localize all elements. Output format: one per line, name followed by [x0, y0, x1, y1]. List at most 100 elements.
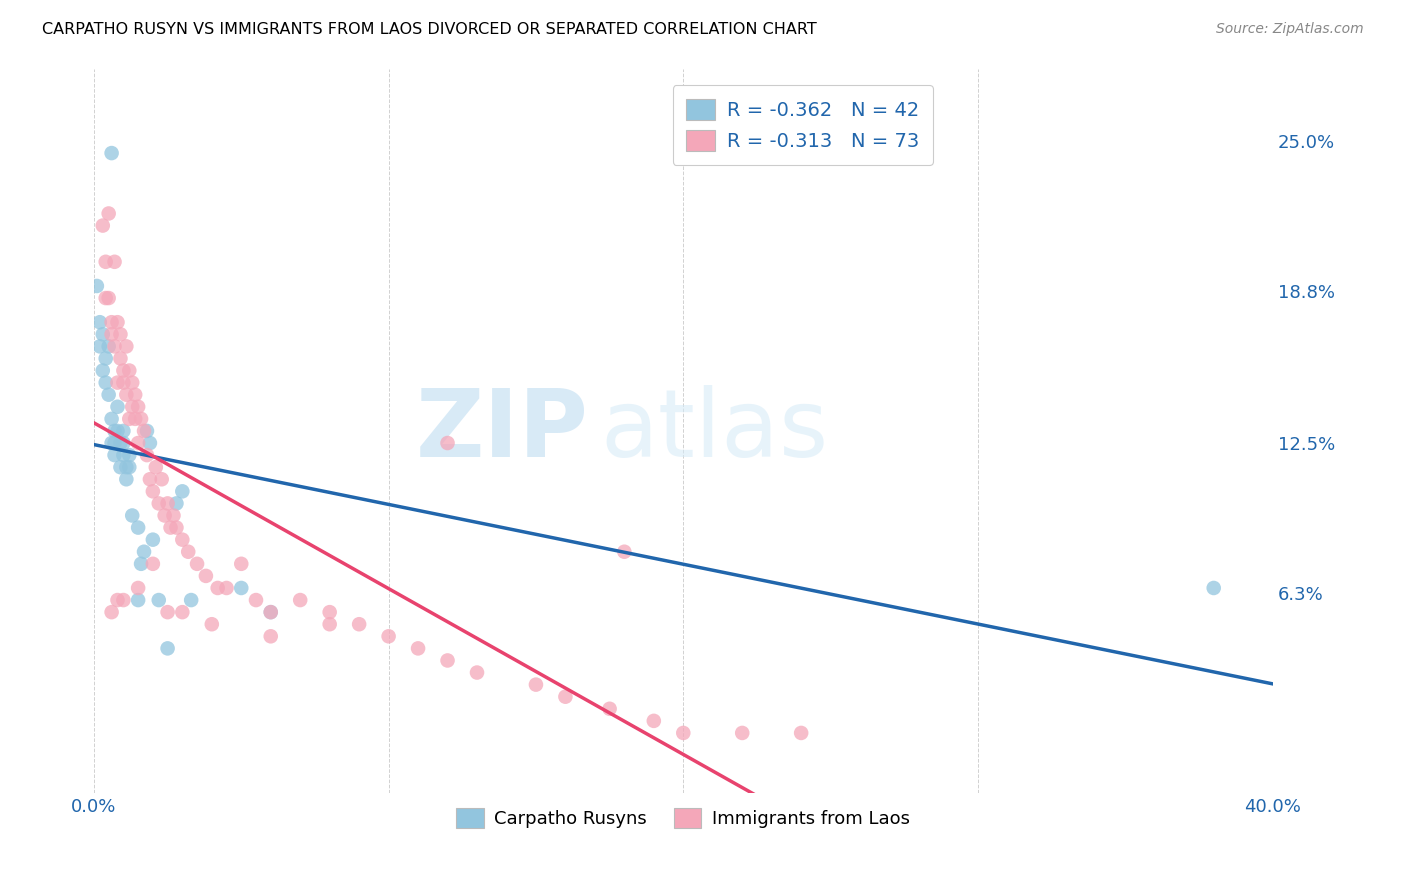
Point	[139, 472, 162, 486]
Point	[165, 496, 187, 510]
Point	[115, 472, 138, 486]
Point	[112, 593, 135, 607]
Point	[599, 702, 621, 716]
Point	[94, 255, 117, 269]
Point	[103, 448, 125, 462]
Point	[347, 617, 370, 632]
Point	[231, 557, 253, 571]
Point	[124, 412, 146, 426]
Point	[118, 460, 141, 475]
Point	[121, 400, 143, 414]
Point	[91, 363, 114, 377]
Point	[103, 339, 125, 353]
Point	[110, 351, 132, 366]
Point	[172, 533, 194, 547]
Point	[436, 436, 458, 450]
Point	[318, 617, 340, 632]
Point	[118, 448, 141, 462]
Point	[672, 726, 695, 740]
Point	[127, 520, 149, 534]
Point	[118, 412, 141, 426]
Point	[156, 605, 179, 619]
Point	[142, 557, 165, 571]
Point	[97, 339, 120, 353]
Point	[377, 629, 399, 643]
Point	[121, 376, 143, 390]
Point	[142, 533, 165, 547]
Point	[115, 387, 138, 401]
Point	[162, 508, 184, 523]
Point	[112, 376, 135, 390]
Point	[145, 460, 167, 475]
Point	[136, 448, 159, 462]
Point	[127, 400, 149, 414]
Point	[260, 605, 283, 619]
Point	[100, 315, 122, 329]
Point	[231, 581, 253, 595]
Text: CARPATHO RUSYN VS IMMIGRANTS FROM LAOS DIVORCED OR SEPARATED CORRELATION CHART: CARPATHO RUSYN VS IMMIGRANTS FROM LAOS D…	[42, 22, 817, 37]
Point	[127, 436, 149, 450]
Point	[91, 219, 114, 233]
Point	[165, 520, 187, 534]
Point	[112, 424, 135, 438]
Point	[112, 363, 135, 377]
Point	[172, 484, 194, 499]
Point	[124, 387, 146, 401]
Point	[406, 641, 429, 656]
Legend: Carpatho Rusyns, Immigrants from Laos: Carpatho Rusyns, Immigrants from Laos	[450, 801, 917, 835]
Point	[207, 581, 229, 595]
Point	[186, 557, 208, 571]
Point	[107, 424, 129, 438]
Point	[139, 436, 162, 450]
Point	[100, 146, 122, 161]
Point	[132, 424, 155, 438]
Text: ZIP: ZIP	[416, 385, 589, 477]
Point	[142, 484, 165, 499]
Point	[180, 593, 202, 607]
Point	[194, 569, 217, 583]
Point	[100, 436, 122, 450]
Point	[129, 412, 152, 426]
Point	[94, 291, 117, 305]
Point	[150, 472, 173, 486]
Point	[97, 206, 120, 220]
Point	[110, 436, 132, 450]
Point	[148, 593, 170, 607]
Point	[127, 581, 149, 595]
Point	[643, 714, 665, 728]
Point	[159, 520, 181, 534]
Text: atlas: atlas	[600, 385, 830, 477]
Point	[103, 424, 125, 438]
Point	[260, 605, 283, 619]
Point	[554, 690, 576, 704]
Point	[790, 726, 813, 740]
Point	[107, 593, 129, 607]
Point	[94, 376, 117, 390]
Point	[89, 315, 111, 329]
Point	[100, 327, 122, 342]
Point	[613, 545, 636, 559]
Point	[103, 436, 125, 450]
Point	[136, 424, 159, 438]
Point	[110, 460, 132, 475]
Point	[148, 496, 170, 510]
Point	[103, 255, 125, 269]
Point	[465, 665, 488, 680]
Point	[260, 629, 283, 643]
Point	[107, 400, 129, 414]
Point	[731, 726, 754, 740]
Point	[100, 605, 122, 619]
Point	[107, 376, 129, 390]
Point	[127, 593, 149, 607]
Text: Source: ZipAtlas.com: Source: ZipAtlas.com	[1216, 22, 1364, 37]
Point	[524, 678, 547, 692]
Point	[129, 557, 152, 571]
Point	[1202, 581, 1225, 595]
Point	[97, 291, 120, 305]
Point	[115, 460, 138, 475]
Point	[132, 545, 155, 559]
Point	[107, 315, 129, 329]
Point	[172, 605, 194, 619]
Point	[110, 327, 132, 342]
Point	[91, 327, 114, 342]
